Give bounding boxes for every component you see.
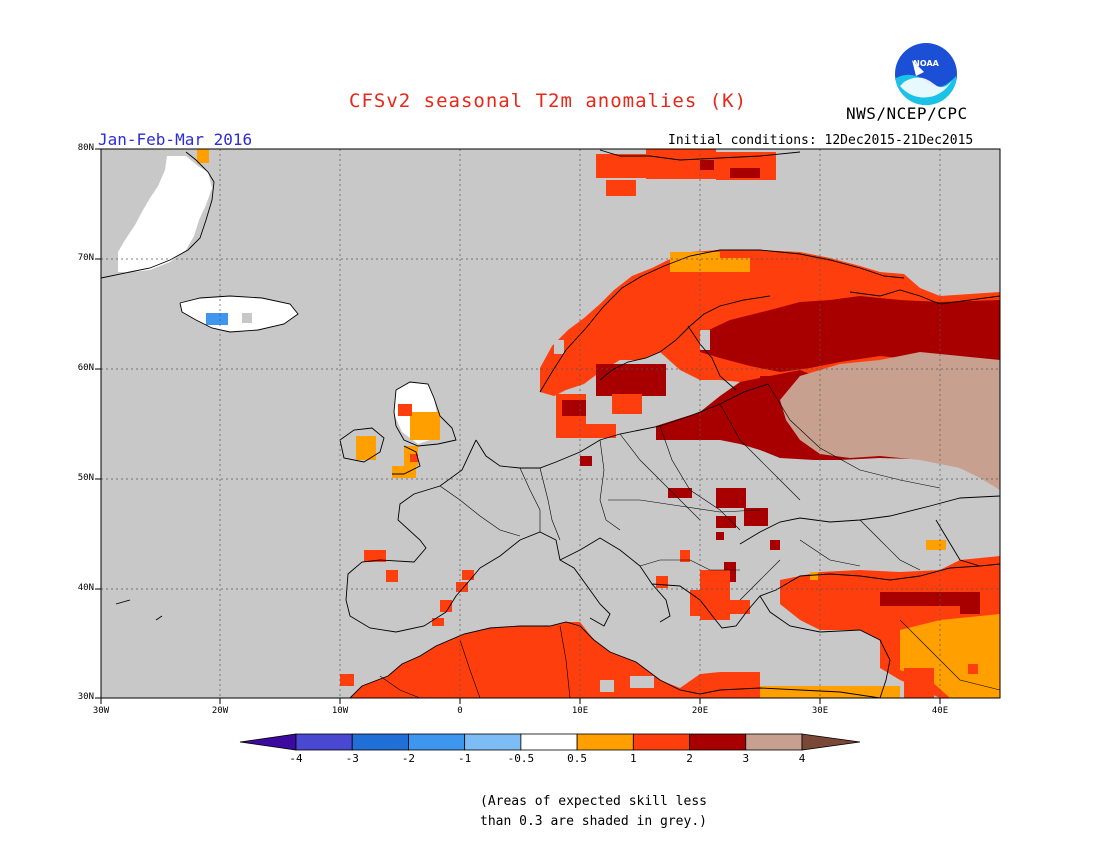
lon-label: 0 [457, 706, 463, 716]
skill-note: (Areas of expected skill less than 0.3 a… [480, 792, 707, 832]
lat-label: 80N [77, 143, 94, 153]
colorbar-swatch [464, 733, 522, 751]
colorbar-swatch [351, 733, 409, 751]
colorbar-swatch [689, 733, 747, 751]
colorbar-tick-label: -0.5 [507, 752, 535, 765]
agency-label: NWS/NCEP/CPC [846, 104, 968, 123]
noaa-logo: NOAA [895, 43, 957, 106]
colorbar-arrow-right [801, 733, 861, 751]
colorbar-tick-label: 2 [686, 752, 693, 765]
turkey-middle-east-region [780, 540, 1000, 698]
lat-label: 40N [77, 583, 94, 593]
country-borders [379, 383, 1000, 698]
coastlines [101, 149, 1000, 698]
map-frame [100, 148, 1001, 699]
iceland-blue-cell [206, 313, 228, 325]
lon-label: 10W [331, 706, 349, 716]
colorbar [239, 733, 861, 751]
lon-label: 40E [931, 706, 949, 716]
colorbar-swatch [295, 733, 353, 751]
uk-region [356, 382, 440, 478]
lat-label: 70N [77, 253, 94, 263]
colorbar-swatch [576, 733, 634, 751]
graticule [101, 149, 1000, 698]
skill-note-line2: than 0.3 are shaded in grey.) [480, 814, 707, 829]
lat-label: 30N [77, 692, 94, 702]
forecast-period: Jan-Feb-Mar 2016 [98, 130, 253, 149]
greece-region [680, 550, 750, 620]
colorbar-swatch [408, 733, 466, 751]
noaa-logo-text: NOAA [913, 59, 939, 68]
colorbar-swatch [632, 733, 690, 751]
lat-label: 50N [77, 473, 94, 483]
greenland-orange-cell [197, 149, 209, 163]
lat-label: 60N [77, 363, 94, 373]
colorbar-tick-label: 3 [742, 752, 750, 765]
colorbar-tick-label: -1 [458, 752, 472, 765]
lon-label: 10E [571, 706, 589, 716]
colorbar-tick-label: -3 [345, 752, 359, 765]
colorbar-tick-label: 4 [798, 752, 806, 765]
lon-label: 20E [691, 706, 709, 716]
skill-note-line1: (Areas of expected skill less [480, 794, 707, 809]
lon-label: 30W [92, 706, 110, 716]
colorbar-swatch [520, 733, 578, 751]
baltic-russia-region [556, 352, 1000, 490]
colorbar-tick-label: 0.5 [567, 752, 588, 765]
colorbar-tick-label: 1 [630, 752, 637, 765]
lon-label: 20W [211, 706, 229, 716]
colorbar-tick-label: -4 [289, 752, 303, 765]
colorbar-swatch [745, 733, 803, 751]
map-title: CFSv2 seasonal T2m anomalies (K) [349, 90, 748, 112]
initial-conditions: Initial conditions: 12Dec2015-21Dec2015 [668, 133, 974, 148]
colorbar-tick-label: -2 [401, 752, 416, 765]
greenland-ice [118, 156, 212, 272]
colorbar-arrow-left [239, 733, 297, 751]
lon-label: 30E [811, 706, 829, 716]
